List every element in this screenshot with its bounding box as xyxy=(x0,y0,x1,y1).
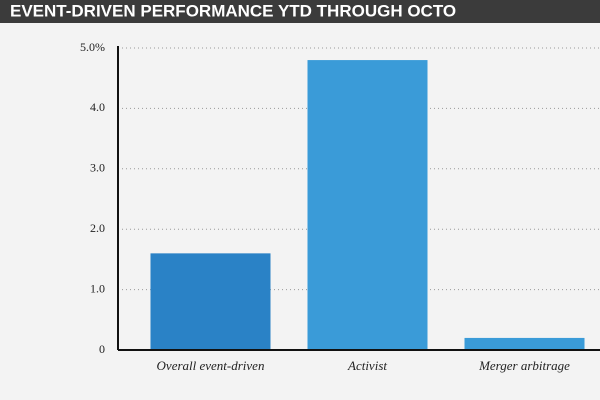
y-tick-label: 2.0 xyxy=(90,221,105,235)
title-bar xyxy=(0,0,600,23)
y-tick-label: 0 xyxy=(99,342,105,356)
y-tick-label: 1.0 xyxy=(90,281,105,295)
x-tick-label: Activist xyxy=(348,358,387,373)
bar xyxy=(464,337,585,350)
x-tick-label: Merger arbitrage xyxy=(479,358,570,373)
chart-title: EVENT-DRIVEN PERFORMANCE YTD THROUGH OCT… xyxy=(10,1,456,20)
y-tick-label: 3.0 xyxy=(90,161,105,175)
bar xyxy=(307,60,428,351)
x-tick-label: Overall event-driven xyxy=(156,358,265,373)
y-tick-label: 4.0 xyxy=(90,100,105,114)
bar xyxy=(150,253,271,350)
y-tick-label: 5.0% xyxy=(80,40,105,54)
